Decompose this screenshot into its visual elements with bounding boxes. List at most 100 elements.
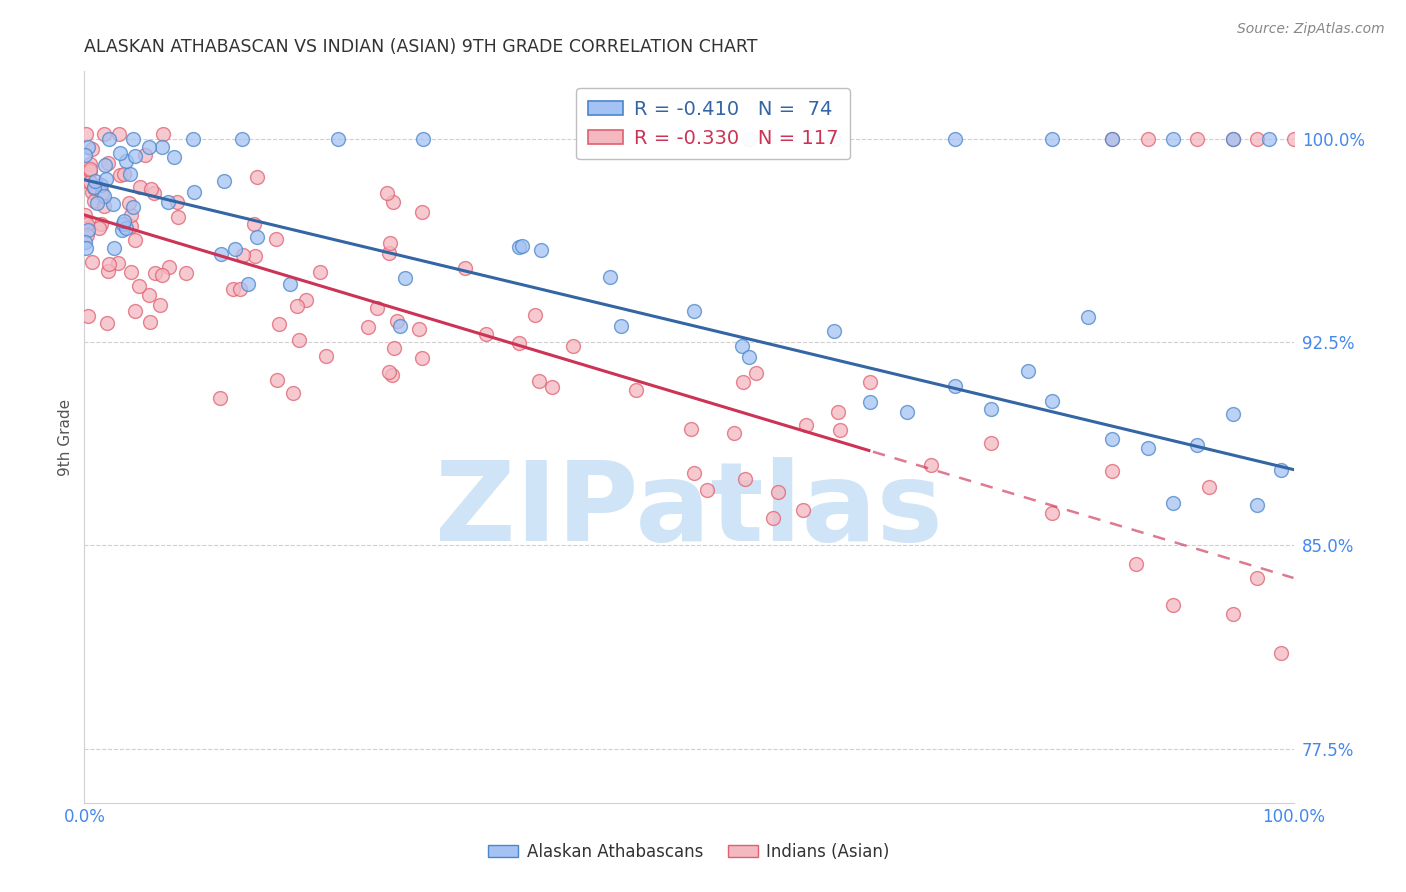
Point xyxy=(134,148,156,162)
Point xyxy=(738,350,761,364)
Point xyxy=(734,472,756,486)
Point xyxy=(167,210,190,224)
Point xyxy=(411,351,433,365)
Point xyxy=(508,240,530,254)
Point xyxy=(1137,132,1160,146)
Point xyxy=(412,132,434,146)
Point xyxy=(382,194,405,209)
Point xyxy=(624,384,647,398)
Point xyxy=(97,132,120,146)
Point xyxy=(142,186,165,201)
Point xyxy=(1198,480,1220,494)
Point xyxy=(385,314,408,328)
Point xyxy=(183,185,205,199)
Point xyxy=(232,248,254,262)
Point xyxy=(980,435,1002,450)
Point xyxy=(723,425,745,440)
Point xyxy=(380,236,402,251)
Point xyxy=(96,316,118,330)
Point xyxy=(278,277,301,292)
Point xyxy=(1101,132,1123,146)
Text: ALASKAN ATHABASCAN VS INDIAN (ASIAN) 9TH GRADE CORRELATION CHART: ALASKAN ATHABASCAN VS INDIAN (ASIAN) 9TH… xyxy=(84,38,758,56)
Point xyxy=(229,282,252,296)
Text: ZIPatlas: ZIPatlas xyxy=(434,457,943,564)
Point xyxy=(1161,495,1184,509)
Point xyxy=(859,395,882,409)
Point xyxy=(209,246,232,260)
Point xyxy=(527,374,550,388)
Point xyxy=(120,265,142,279)
Point xyxy=(475,326,498,341)
Point xyxy=(1161,599,1184,613)
Point xyxy=(745,366,768,380)
Point xyxy=(79,161,101,176)
Point xyxy=(150,268,173,282)
Point xyxy=(766,485,789,500)
Point xyxy=(111,217,134,231)
Point xyxy=(120,219,142,233)
Point xyxy=(157,260,180,274)
Point xyxy=(101,197,124,211)
Point xyxy=(696,483,718,497)
Point xyxy=(89,221,111,235)
Point xyxy=(267,317,290,331)
Point xyxy=(1270,646,1292,660)
Point xyxy=(980,401,1002,416)
Point xyxy=(246,229,269,244)
Point xyxy=(1101,464,1123,478)
Point xyxy=(315,349,337,363)
Point xyxy=(121,132,143,146)
Point xyxy=(308,265,330,279)
Point xyxy=(1222,132,1244,146)
Point xyxy=(1222,607,1244,621)
Point xyxy=(75,174,97,188)
Point xyxy=(762,511,785,525)
Point xyxy=(79,175,101,189)
Point xyxy=(76,217,98,231)
Point xyxy=(1040,394,1063,409)
Point xyxy=(1040,132,1063,146)
Point xyxy=(107,256,129,270)
Point xyxy=(943,379,966,393)
Point xyxy=(1270,463,1292,477)
Point xyxy=(454,260,477,275)
Point xyxy=(394,271,416,285)
Point xyxy=(610,319,633,334)
Point xyxy=(75,209,97,223)
Point xyxy=(1246,571,1268,585)
Point xyxy=(76,227,98,242)
Point xyxy=(138,315,160,329)
Point xyxy=(1185,132,1208,146)
Point xyxy=(285,299,308,313)
Point xyxy=(83,180,105,194)
Point xyxy=(163,150,186,164)
Point xyxy=(83,194,105,208)
Legend: Alaskan Athabascans, Indians (Asian): Alaskan Athabascans, Indians (Asian) xyxy=(482,837,896,868)
Point xyxy=(294,293,316,308)
Point xyxy=(90,178,112,193)
Point xyxy=(214,174,236,188)
Text: Source: ZipAtlas.com: Source: ZipAtlas.com xyxy=(1237,22,1385,37)
Point xyxy=(683,304,706,318)
Point xyxy=(1258,132,1281,146)
Point xyxy=(378,246,401,260)
Point xyxy=(823,324,845,338)
Point xyxy=(181,132,204,146)
Point xyxy=(408,322,430,336)
Point xyxy=(94,171,117,186)
Point xyxy=(112,214,135,228)
Point xyxy=(76,223,98,237)
Point xyxy=(920,458,942,472)
Point xyxy=(93,188,115,202)
Point xyxy=(112,167,135,181)
Point xyxy=(529,243,551,257)
Point xyxy=(827,405,849,419)
Point xyxy=(138,288,160,302)
Point xyxy=(679,422,702,436)
Point xyxy=(80,185,103,199)
Point xyxy=(73,235,96,250)
Point xyxy=(208,391,231,405)
Point xyxy=(222,282,245,296)
Point xyxy=(176,267,198,281)
Point xyxy=(124,304,146,318)
